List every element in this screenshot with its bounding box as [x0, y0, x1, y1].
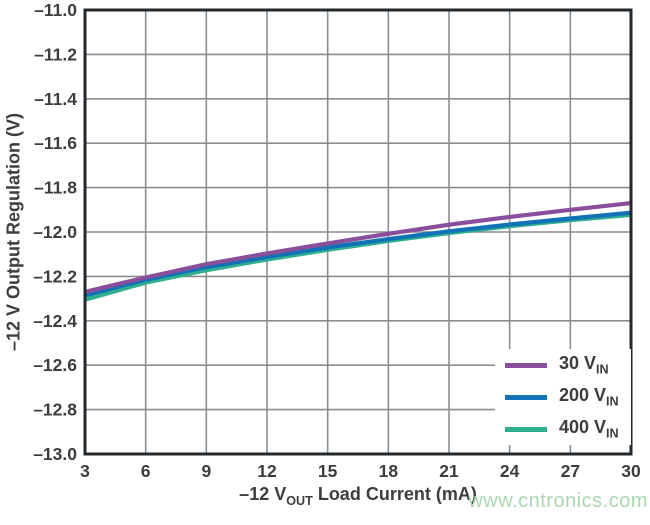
y-tick-label: –12.4	[33, 311, 77, 331]
legend: 30 VIN 200 VIN 400 VIN	[495, 349, 631, 445]
y-tick-label: –12.8	[33, 400, 77, 420]
legend-item-400-vin: 400 VIN	[505, 413, 631, 445]
x-axis-label: –12 VOUT Load Current (mA)	[239, 484, 477, 508]
y-tick-label: –11.4	[34, 89, 77, 109]
x-tick-label: 12	[257, 461, 277, 481]
y-tick-label: –11.2	[34, 44, 77, 64]
x-axis-label-sub: OUT	[286, 493, 313, 508]
x-tick-label: 18	[379, 461, 399, 481]
legend-swatch	[505, 362, 547, 368]
y-tick-label: –12.6	[33, 355, 77, 375]
legend-label: 200 VIN	[559, 385, 619, 409]
x-tick-label: 21	[439, 461, 459, 481]
x-tick-label: 24	[500, 461, 520, 481]
legend-item-30-vin: 30 VIN	[505, 349, 631, 381]
legend-label: 400 VIN	[559, 417, 619, 441]
legend-label: 30 VIN	[559, 353, 609, 377]
y-tick-label: –11.8	[34, 178, 77, 198]
y-tick-label: –12.2	[33, 266, 77, 286]
series-line-400-vin	[84, 212, 632, 302]
plot-frame	[83, 8, 633, 456]
series-line-200-vin	[84, 210, 632, 298]
x-axis-label-pre: –12 V	[239, 484, 287, 505]
x-tick-label: 9	[201, 461, 211, 481]
y-tick-label: –11.6	[34, 133, 77, 153]
y-tick-label: –13.0	[33, 444, 77, 464]
x-tick-label: 6	[141, 461, 151, 481]
x-tick-label: 30	[621, 461, 641, 481]
legend-swatch	[505, 426, 547, 432]
legend-item-200-vin: 200 VIN	[505, 381, 631, 413]
series-line-30-vin	[84, 201, 632, 294]
watermark: www.cntronics.com	[468, 490, 648, 512]
legend-label-sub: IN	[606, 426, 619, 441]
y-tick-label: –12.0	[33, 222, 77, 242]
x-axis-label-post: Load Current (mA)	[312, 484, 477, 505]
y-tick-label: –11.0	[34, 0, 77, 20]
x-tick-label: 15	[318, 461, 338, 481]
y-axis-label: –12 V Output Regulation (V)	[3, 112, 24, 352]
legend-label-sub: IN	[606, 394, 619, 409]
x-tick-label: 27	[561, 461, 580, 481]
legend-swatch	[505, 394, 547, 400]
x-tick-label: 3	[80, 461, 90, 481]
legend-label-sub: IN	[596, 362, 609, 377]
